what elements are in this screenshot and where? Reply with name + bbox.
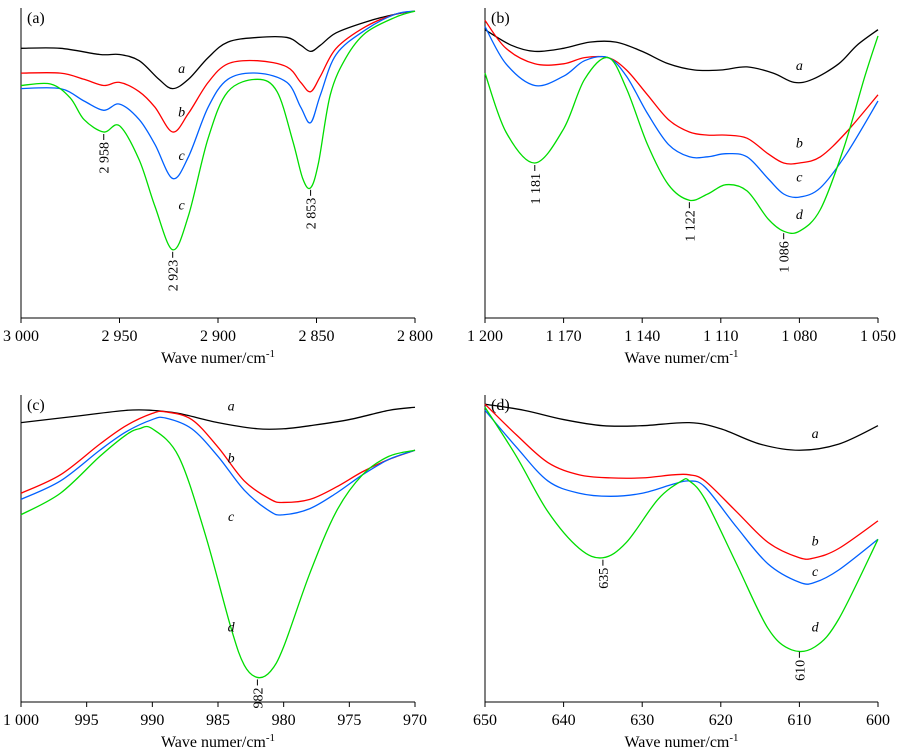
curve-label: a	[796, 59, 803, 74]
curve-label: a	[228, 399, 235, 414]
peak-label: 1 181	[529, 173, 544, 205]
x-tick-label: 2 850	[299, 328, 335, 345]
peak-label: 635	[597, 568, 612, 589]
axis-frame	[484, 8, 878, 319]
peak-label: 2 923	[167, 260, 182, 292]
x-tick-label: 1 000	[3, 712, 39, 729]
axis-frame	[20, 8, 415, 319]
series-line-a	[20, 10, 416, 90]
series-line-c	[20, 10, 416, 180]
panel-label: (b)	[491, 10, 510, 27]
peak-label: 610	[793, 660, 808, 681]
x-tick-label: 970	[403, 712, 427, 729]
curve-label: b	[178, 106, 185, 121]
series-line-d	[20, 425, 416, 679]
series-line-d	[484, 406, 879, 653]
x-tick-label: 1 200	[467, 328, 503, 345]
x-tick-label: 620	[709, 712, 733, 729]
axis-frame	[20, 395, 415, 703]
series-line-a	[484, 29, 879, 84]
series-line-b	[484, 403, 879, 560]
series-line-c	[484, 26, 879, 199]
curve-label: b	[228, 452, 235, 467]
curve-label: c	[796, 171, 803, 186]
series-line-c	[484, 409, 879, 585]
panel-a: 3 000 2 950 2 900 2 850 2 800 Wave numer/cm-1…	[3, 8, 433, 367]
x-tick-label: 2 800	[397, 328, 433, 345]
x-tick-label: 1 140	[624, 328, 660, 345]
x-tick-label: 995	[75, 712, 99, 729]
series-line-d	[484, 35, 879, 234]
axis-frame	[484, 395, 878, 703]
curve-label: b	[796, 137, 803, 152]
curve-label: d	[796, 208, 804, 223]
curve-label: a	[178, 62, 185, 77]
curve-label: b	[812, 534, 819, 549]
panel-b: 1 200 1 170 1 140 1 110 1 080 1 050 Wave numer…	[467, 8, 896, 367]
x-tick-label: 640	[552, 712, 576, 729]
curve-label: c	[178, 149, 185, 164]
series-line-c	[20, 416, 416, 516]
panel-label: (d)	[491, 397, 510, 414]
series-line-b	[20, 10, 416, 133]
x-tick-label: 975	[337, 712, 361, 729]
x-tick-label: 1 170	[546, 328, 582, 345]
curve-label: c	[228, 510, 235, 525]
panel-c: 1 000 995 990 985 980 975 970 Wave numer/cm-1 (c…	[3, 395, 427, 751]
x-axis-title: Wave numer/cm-1	[161, 348, 275, 367]
panel-d: 650 640 630 620 610 600 Wave numer/cm-1 (d) a b c d…	[473, 395, 890, 751]
curve-label: c	[178, 199, 185, 214]
series-line-b	[484, 20, 879, 165]
x-axis-title: Wave numer/cm-1	[161, 732, 275, 751]
peak-label: 2 958	[98, 142, 113, 174]
x-tick-label: 650	[473, 712, 497, 729]
panel-label: (c)	[27, 397, 45, 414]
series-line-a	[20, 406, 416, 431]
x-tick-label: 610	[787, 712, 811, 729]
curve-label: d	[228, 620, 236, 635]
x-tick-label: 1 080	[781, 328, 817, 345]
series-line-b	[20, 410, 416, 504]
x-tick-label: 3 000	[3, 328, 39, 345]
x-axis-title: Wave numer/cm-1	[624, 732, 738, 751]
x-tick-label: 990	[140, 712, 164, 729]
x-tick-label: 980	[272, 712, 296, 729]
x-tick-label: 600	[866, 712, 890, 729]
curve-label: a	[812, 427, 819, 442]
curve-label: d	[812, 620, 820, 635]
curve-label: c	[812, 565, 819, 580]
panel-label: (a)	[27, 10, 45, 27]
series-line-c	[20, 10, 416, 251]
peak-label: 1 122	[683, 210, 698, 242]
peak-label: 1 086	[778, 241, 793, 273]
x-tick-label: 1 050	[860, 328, 896, 345]
series-line-a	[484, 403, 879, 451]
x-tick-label: 1 110	[703, 328, 738, 345]
x-tick-label: 985	[206, 712, 230, 729]
peak-label: 982	[251, 687, 266, 708]
x-tick-label: 630	[630, 712, 654, 729]
x-tick-label: 2 950	[102, 328, 138, 345]
x-tick-label: 2 900	[200, 328, 236, 345]
x-axis-title: Wave numer/cm-1	[624, 348, 738, 367]
peak-label: 2 853	[305, 198, 320, 230]
